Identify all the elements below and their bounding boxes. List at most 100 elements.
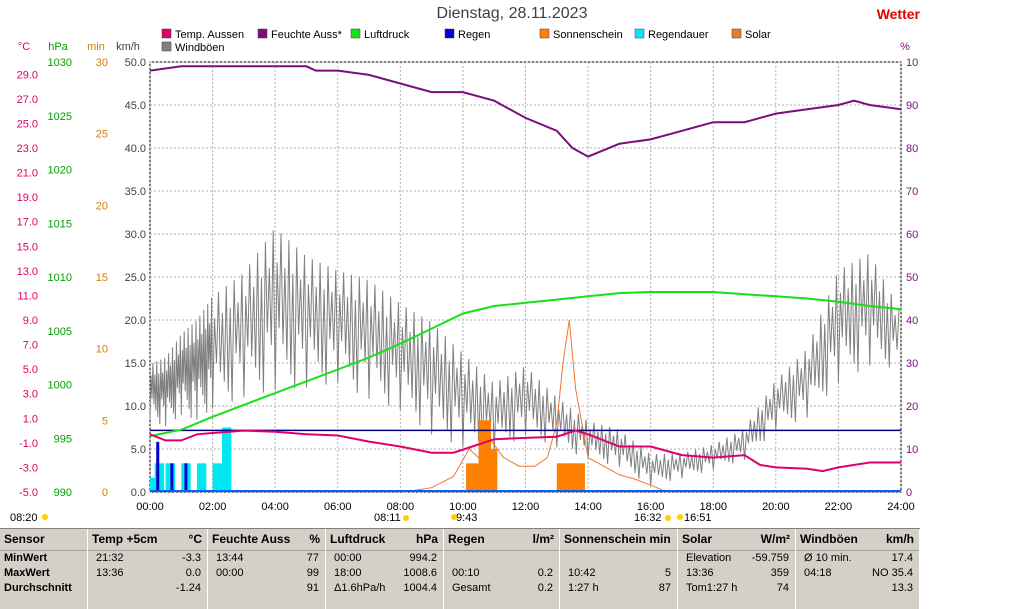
temp-max-value: 0.0	[185, 567, 201, 579]
percent-tick-label: 70	[906, 186, 918, 198]
wind-tick-label: 50.0	[125, 57, 146, 69]
temp-tick-label: 13.0	[17, 266, 38, 278]
temp-tick-label: -1.0	[19, 438, 38, 450]
weather-chart: 29.0 27.0 25.0 23.0 21.0 19.0 17.0 15.0 13.0 11.0…	[10, 28, 918, 524]
minutes-tick-label: 10	[96, 344, 108, 356]
minutes-axis-unit: min	[87, 41, 105, 53]
pressure-avg-note: Δ1.6hPa/h	[334, 582, 386, 594]
minutes-tick-label: 15	[96, 272, 108, 284]
temp-tick-label: 17.0	[17, 217, 38, 229]
sunshine-max-value: 5	[664, 567, 671, 579]
pressure-max-time: 18:00	[334, 567, 362, 579]
legend-swatch-solar	[731, 28, 742, 39]
rain-bar	[170, 463, 174, 492]
brand-label: Wetter	[876, 6, 920, 22]
legend-label-wind: Windböen	[175, 42, 225, 54]
legend-swatch-temp	[161, 28, 172, 39]
solar-max-time: 13:36	[686, 567, 714, 579]
rain-duration-bar	[212, 463, 222, 492]
x-tick-label: 22:00	[825, 501, 853, 513]
stats-row-label-avg: Durchschnitt	[4, 582, 72, 594]
minutes-tick-label: 0	[102, 487, 108, 499]
percent-axis-unit: %	[900, 41, 910, 53]
sun-icon	[403, 515, 409, 521]
stats-col-sunshine: Sonnenschein min 10:42 5 1:27 h 87	[560, 529, 678, 609]
x-tick-label: 14:00	[574, 501, 602, 513]
stats-header-solar: Solar	[682, 532, 713, 546]
x-tick-label: 02:00	[199, 501, 227, 513]
wind-tick-label: 40.0	[125, 143, 146, 155]
rain-bar	[156, 441, 160, 492]
stats-col-sensor: Sensor MinWert MaxWert Durchschnitt	[0, 529, 88, 609]
humidity-max-time: 00:00	[216, 567, 244, 579]
stats-unit-humidity: %	[309, 532, 320, 546]
temp-tick-label: 5.0	[23, 364, 38, 376]
pressure-max-value: 1008.6	[403, 567, 437, 579]
x-tick-label: 16:00	[637, 501, 665, 513]
pressure-avg-value: 1004.4	[403, 582, 437, 594]
sunshine-max-time: 10:42	[568, 567, 596, 579]
temp-min-value: -3.3	[182, 552, 201, 564]
minutes-tick-label: 5	[102, 415, 108, 427]
pressure-tick-label: 1015	[48, 218, 72, 230]
legend-swatch-rain_duration	[634, 28, 645, 39]
stats-col-solar: Solar W/m² Elevation -59.759 13:36 359 Tom1…	[678, 529, 796, 609]
humidity-min-value: 77	[306, 552, 319, 564]
stats-table: Sensor MinWert MaxWert Durchschnitt Temp…	[0, 528, 920, 609]
x-tick-label: 10:00	[449, 501, 477, 513]
legend-label-rain_duration: Regendauer	[648, 29, 709, 41]
stats-col-temp: Temp +5cm °C 21:32 -3.3 13:36 0.0 -1.24	[88, 529, 208, 609]
temp-tick-label: -5.0	[19, 487, 38, 499]
sun-mark-label: 9:43	[456, 512, 477, 524]
rain-max-value: 0.2	[537, 567, 553, 579]
temp-axis-unit: °C	[18, 41, 30, 53]
wind-axis-unit: km/h	[116, 41, 140, 53]
stats-header-sunshine: Sonnenschein min	[564, 532, 671, 546]
stats-header-humidity: Feuchte Auss	[212, 532, 291, 546]
legend-label-rain: Regen	[458, 29, 490, 41]
stats-col-wind: Windböen km/h Ø 10 min. 17.4 04:18 NO 35.4 …	[796, 529, 920, 609]
solar-max-value: 359	[770, 567, 789, 579]
temp-tick-label: 11.0	[17, 290, 38, 302]
pressure-tick-label: 1020	[48, 165, 72, 177]
stats-header-wind: Windböen	[800, 532, 858, 546]
solar-avg-note: Tom1:27 h	[686, 582, 738, 594]
sunshine-total-minutes: 87	[658, 582, 671, 594]
pressure-tick-label: 1005	[48, 326, 72, 338]
legend-label-sunshine: Sonnenschein	[553, 29, 623, 41]
sun-icon	[451, 514, 457, 520]
sunshine-bar	[466, 463, 479, 492]
pressure-tick-label: 995	[54, 433, 72, 445]
percent-tick-label: 10	[906, 57, 918, 69]
temp-tick-label: -3.0	[19, 462, 38, 474]
legend-label-pressure: Luftdruck	[364, 29, 410, 41]
stats-col-rain: Regen l/m² 00:10 0.2 Gesamt 0.2	[444, 529, 560, 609]
sunrise-time-label: 08:20	[10, 512, 38, 524]
rain-max-time: 00:10	[452, 567, 480, 579]
stats-unit-temp: °C	[188, 532, 202, 546]
wind-tick-label: 5.0	[131, 444, 146, 456]
series-wind-gust-line	[149, 230, 900, 486]
rain-duration-bar	[221, 427, 232, 492]
humidity-min-time: 13:44	[216, 552, 244, 564]
temp-tick-label: 3.0	[23, 389, 38, 401]
rain-total-label: Gesamt	[452, 582, 491, 594]
percent-tick-label: 10	[906, 444, 918, 456]
temp-tick-label: 1.0	[23, 413, 38, 425]
minutes-tick-label: 20	[96, 200, 108, 212]
percent-tick-label: 80	[906, 143, 918, 155]
stats-unit-pressure: hPa	[415, 532, 438, 546]
stats-header-sensor: Sensor	[0, 529, 87, 551]
legend-swatch-wind	[161, 41, 172, 52]
stats-unit-solar: W/m²	[760, 532, 790, 546]
pressure-tick-label: 1000	[48, 380, 72, 392]
rain-duration-bar	[154, 463, 165, 492]
percent-tick-label: 60	[906, 229, 918, 241]
minutes-tick-label: 25	[96, 129, 108, 141]
stats-unit-wind: km/h	[885, 532, 914, 546]
temp-tick-label: 29.0	[17, 69, 38, 81]
wind-tick-label: 10.0	[125, 401, 146, 413]
temp-tick-label: 9.0	[23, 315, 38, 327]
x-tick-label: 24:00	[887, 501, 915, 513]
sun-icon	[42, 514, 48, 520]
